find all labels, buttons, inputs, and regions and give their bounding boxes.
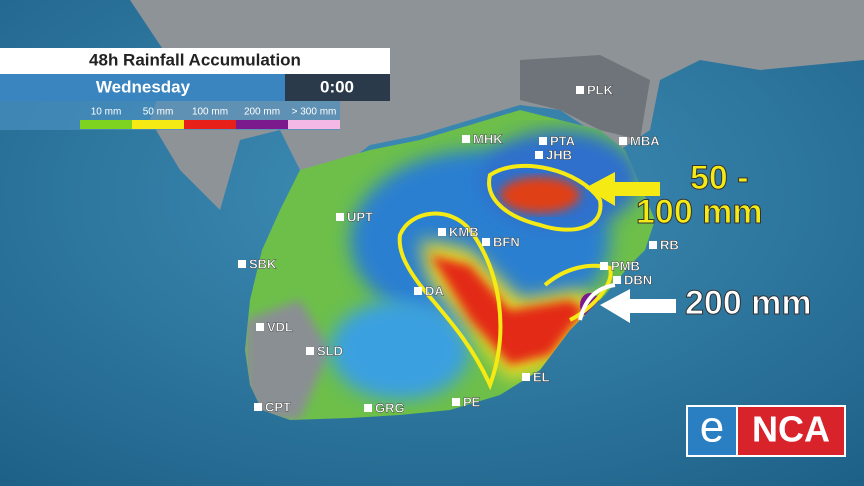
day-bar	[0, 74, 285, 101]
city-label: SBK	[249, 256, 277, 271]
logo-e-box	[686, 405, 738, 457]
outline-coast	[543, 263, 613, 322]
legend-swatch	[236, 120, 288, 129]
dry-area	[245, 300, 330, 420]
city-marker	[600, 262, 608, 270]
city-marker	[535, 151, 543, 159]
rainfall-field	[245, 130, 640, 420]
rain-red	[430, 255, 585, 365]
legend-label: > 300 mm	[292, 107, 337, 118]
annotation: 200 mm	[685, 284, 812, 322]
outline-west	[397, 211, 503, 391]
annotation: 100 mm	[636, 193, 763, 231]
outline-50-100	[487, 163, 603, 232]
legend-swatch	[184, 120, 236, 129]
zimbabwe	[520, 55, 650, 140]
time-bar	[285, 74, 390, 101]
city-marker	[619, 137, 627, 145]
city-label: RB	[660, 237, 679, 252]
annotation: 50 -	[690, 159, 749, 197]
arrow-white	[600, 289, 676, 323]
legend-label: 200 mm	[244, 107, 280, 118]
city-marker	[482, 238, 490, 246]
city-marker	[613, 276, 621, 284]
city-label: PTA	[550, 133, 576, 148]
outline-200	[578, 283, 616, 321]
city-marker	[238, 260, 246, 268]
time: 0:00	[320, 77, 354, 96]
legend-swatch	[132, 120, 184, 129]
city-marker	[336, 213, 344, 221]
city-marker	[539, 137, 547, 145]
day: Wednesday	[96, 77, 191, 96]
city-marker	[306, 347, 314, 355]
logo-e: e	[700, 403, 724, 452]
city-label: EL	[533, 369, 550, 384]
city-label: PLK	[587, 82, 614, 97]
logo-nca-box	[736, 405, 846, 457]
city-marker	[364, 404, 372, 412]
city-label: VDL	[267, 319, 293, 334]
city-label: BFN	[493, 234, 520, 249]
legend-label: 10 mm	[91, 107, 122, 118]
city-marker	[256, 323, 264, 331]
city-label: KMB	[449, 224, 479, 239]
city-label: UPT	[347, 209, 373, 224]
logo-nca: NCA	[752, 409, 830, 450]
title-bar	[0, 48, 390, 74]
city-label: DBN	[624, 272, 652, 287]
city-marker	[414, 287, 422, 295]
city-label: CPT	[265, 399, 291, 414]
city-label: MHK	[473, 131, 503, 146]
legend-label: 50 mm	[143, 107, 174, 118]
arrow-yellow	[585, 172, 660, 206]
city-marker	[452, 398, 460, 406]
legend-swatch	[288, 120, 340, 129]
city-label: MBA	[630, 133, 660, 148]
city-marker	[254, 403, 262, 411]
rain-red	[500, 177, 580, 213]
legend-label: 100 mm	[192, 107, 228, 118]
city-marker	[522, 373, 530, 381]
city-label: SLD	[317, 343, 343, 358]
city-marker	[649, 241, 657, 249]
legend-swatch	[80, 120, 132, 129]
title: 48h Rainfall Accumulation	[89, 50, 301, 69]
city-marker	[438, 228, 446, 236]
city-label: PMB	[611, 258, 640, 273]
city-marker	[462, 135, 470, 143]
city-label: GRG	[375, 400, 405, 415]
city-label: PE	[463, 394, 481, 409]
city-label: DA	[425, 283, 444, 298]
city-marker	[576, 86, 584, 94]
rain-blue	[330, 300, 470, 400]
city-label: JHB	[546, 147, 572, 162]
legend: 10 mm 50 mm 100 mm 200 mm > 300 mm	[80, 107, 340, 129]
